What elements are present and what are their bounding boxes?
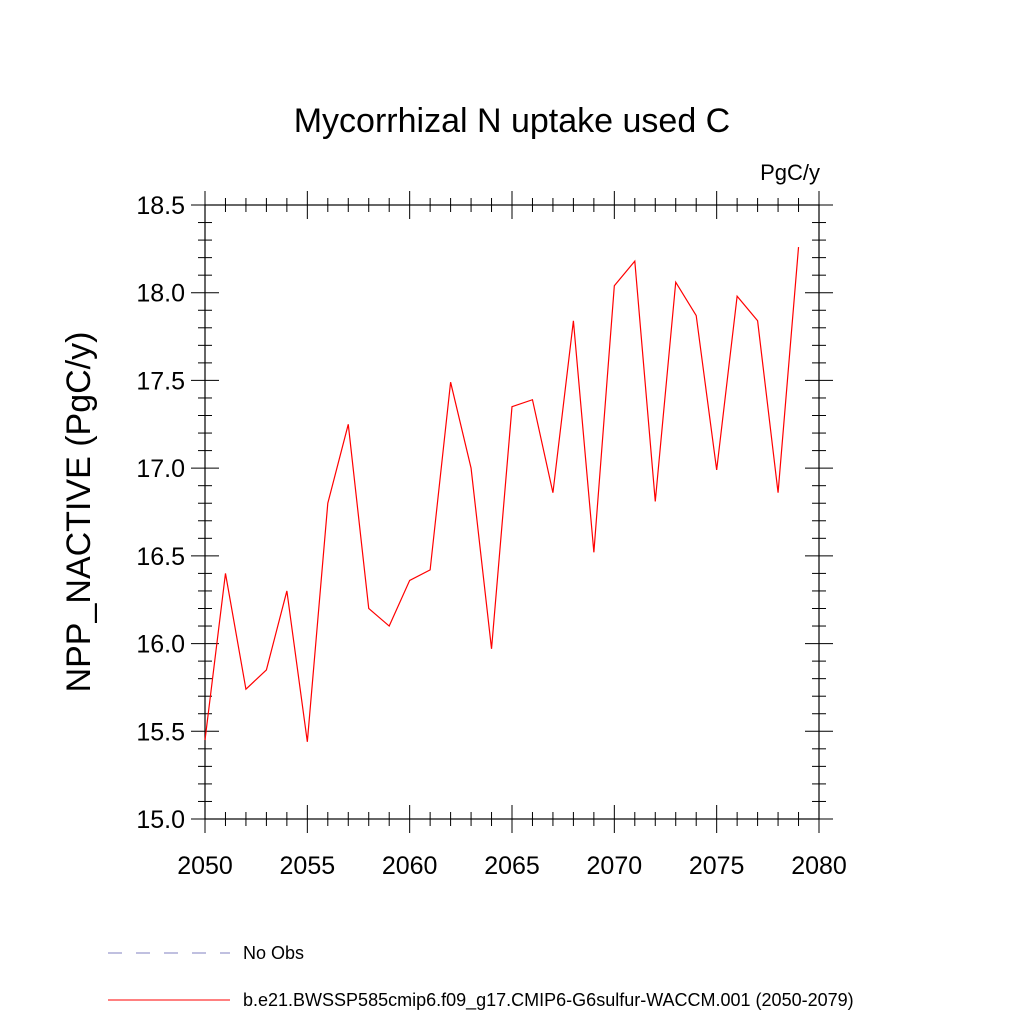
series-layer — [204, 247, 800, 742]
x-tick-label: 2075 — [689, 852, 745, 880]
x-tick-label: 2080 — [791, 852, 847, 880]
series-line — [204, 247, 800, 742]
y-tick-label: 15.0 — [136, 806, 185, 834]
y-tick-label: 17.5 — [136, 367, 185, 395]
y-tick-label: 16.0 — [136, 631, 185, 659]
y-tick-label: 16.5 — [136, 543, 185, 571]
legend-label-no-obs: No Obs — [243, 943, 304, 963]
x-tick-label: 2055 — [280, 852, 336, 880]
x-tick-labels: 2050 2055 2060 2065 2070 2075 2080 — [177, 852, 847, 880]
x-tick-label: 2065 — [484, 852, 540, 880]
x-tick-label: 2050 — [177, 852, 233, 880]
axis-ticks — [191, 191, 833, 833]
legend-label-model: b.e21.BWSSP585cmip6.f09_g17.CMIP6-G6sulf… — [243, 990, 854, 1011]
y-tick-label: 17.0 — [136, 455, 185, 483]
units-label: PgC/y — [760, 160, 820, 185]
plot-frame — [204, 204, 820, 820]
y-axis-label: NPP_NACTIVE (PgC/y) — [60, 332, 98, 693]
chart-title: Mycorrhizal N uptake used C — [294, 102, 731, 140]
y-tick-labels: 15.0 15.5 16.0 16.5 17.0 17.5 18.0 18.5 — [136, 192, 185, 834]
legend: No Obs b.e21.BWSSP585cmip6.f09_g17.CMIP6… — [108, 943, 854, 1011]
y-tick-label: 15.5 — [136, 718, 185, 746]
x-tick-label: 2060 — [382, 852, 438, 880]
x-tick-label: 2070 — [587, 852, 643, 880]
y-tick-label: 18.0 — [136, 280, 185, 308]
y-tick-label: 18.5 — [136, 192, 185, 220]
